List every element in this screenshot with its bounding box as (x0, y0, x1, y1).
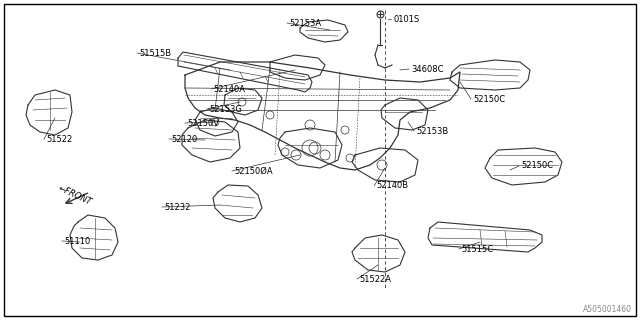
Text: 51522: 51522 (46, 134, 72, 143)
Text: 52140A: 52140A (213, 84, 245, 93)
Text: 51232: 51232 (164, 203, 190, 212)
Text: 52150C: 52150C (473, 94, 505, 103)
Text: 52150C: 52150C (521, 162, 553, 171)
Text: 51515C: 51515C (461, 244, 493, 253)
Text: 51515B: 51515B (139, 49, 171, 58)
Text: 51522A: 51522A (359, 275, 391, 284)
Text: ←FRONT: ←FRONT (57, 183, 93, 207)
Text: 52140B: 52140B (376, 181, 408, 190)
Text: 52153B: 52153B (416, 126, 448, 135)
Text: 34608C: 34608C (411, 65, 444, 74)
Text: 52120: 52120 (171, 134, 197, 143)
Text: A505001460: A505001460 (583, 305, 632, 314)
Text: 52150V: 52150V (187, 118, 219, 127)
Text: 51110: 51110 (64, 236, 90, 245)
Text: 52153G: 52153G (209, 105, 242, 114)
Text: 52150ØA: 52150ØA (234, 166, 273, 175)
Text: 0101S: 0101S (393, 14, 419, 23)
Text: 52153A: 52153A (289, 19, 321, 28)
